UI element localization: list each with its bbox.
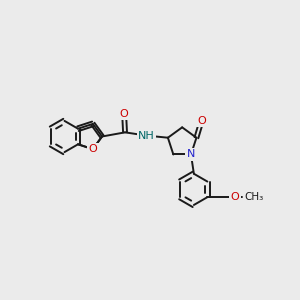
Text: NH: NH bbox=[138, 130, 155, 141]
Text: N: N bbox=[187, 149, 195, 160]
Text: O: O bbox=[197, 116, 206, 126]
Text: O: O bbox=[120, 109, 128, 119]
Text: O: O bbox=[230, 192, 239, 202]
Text: O: O bbox=[88, 144, 97, 154]
Text: CH₃: CH₃ bbox=[244, 192, 263, 202]
